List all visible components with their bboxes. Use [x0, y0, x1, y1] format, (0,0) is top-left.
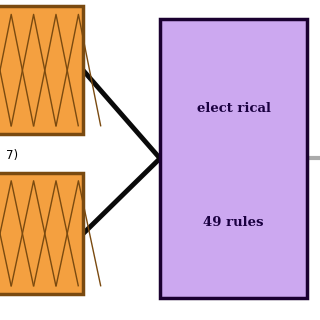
Bar	[0, 173, 83, 294]
Text: 49 rules: 49 rules	[203, 216, 264, 229]
Bar	[160, 19, 307, 298]
Text: elect rical: elect rical	[196, 102, 271, 115]
Bar	[0, 6, 83, 134]
Text: 7): 7)	[6, 149, 19, 162]
